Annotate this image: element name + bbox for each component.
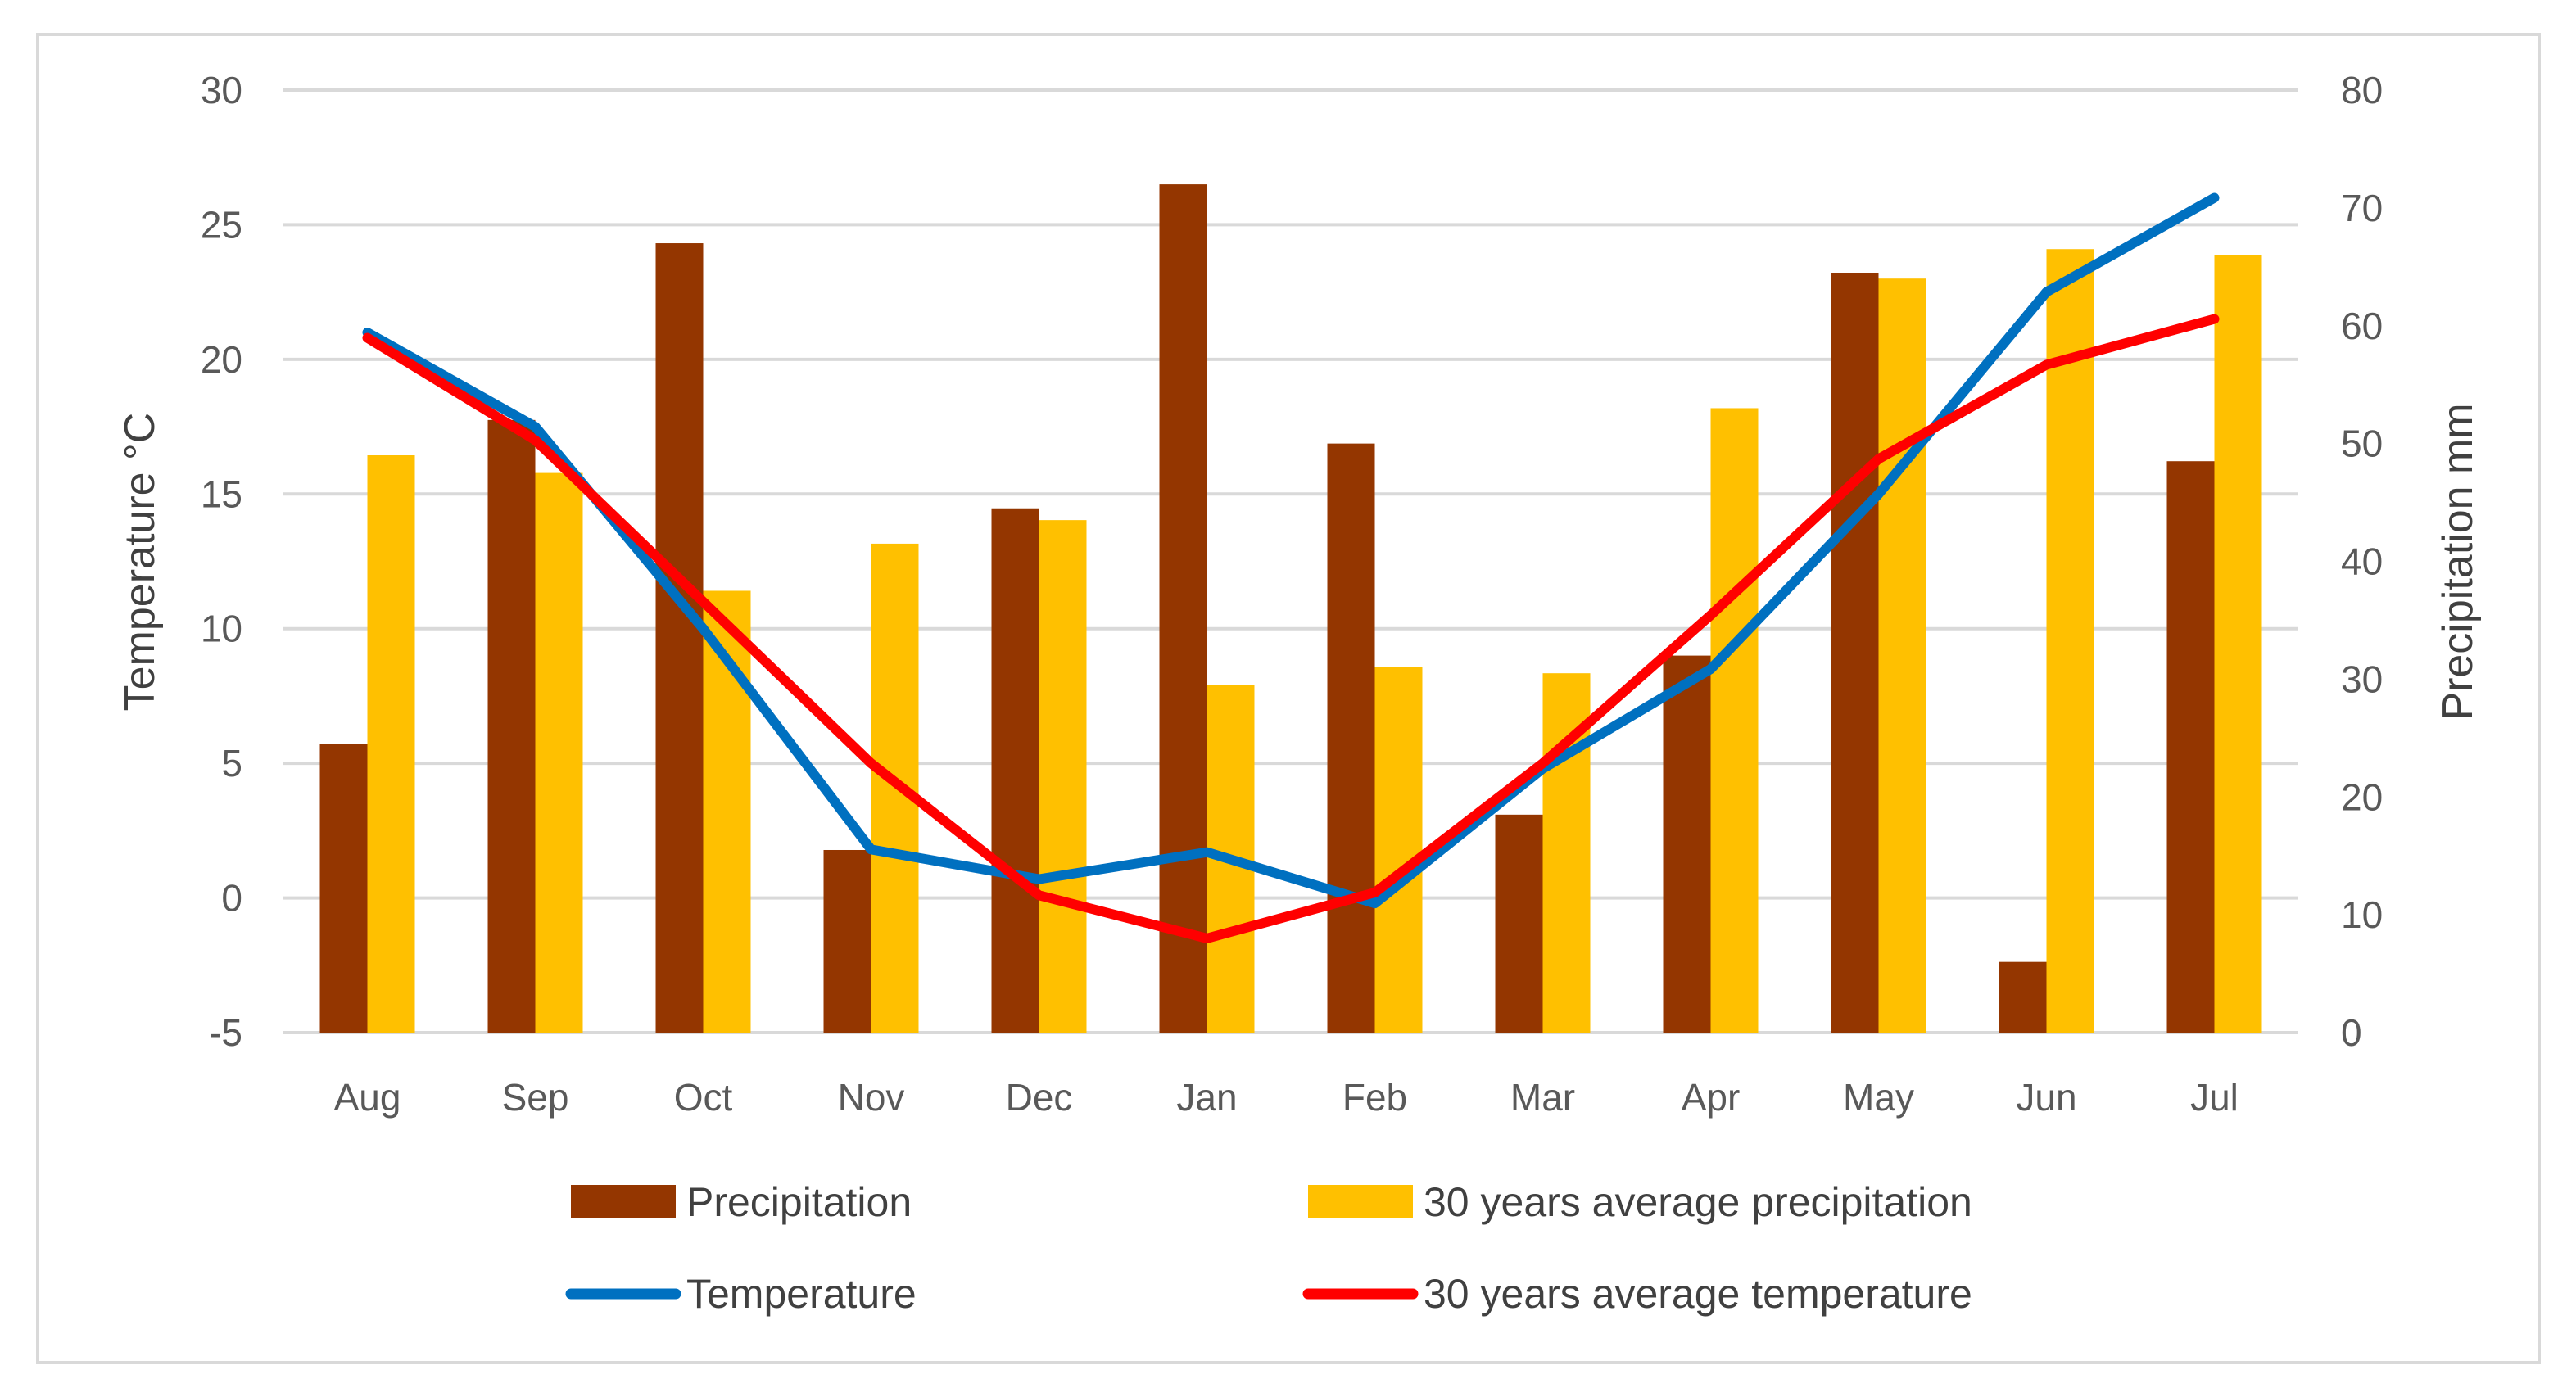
x-tick-label: Apr [1682,1076,1741,1119]
x-tick-label: Mar [1510,1076,1575,1119]
left-tick-label: 20 [201,338,242,381]
legend-swatch-avg-precipitation [1308,1185,1413,1218]
lines-layer [362,192,2220,943]
bar-precipitation [2166,461,2215,1033]
left-tick-label: 15 [201,472,242,515]
x-axis-ticks: Aug Sep Oct Nov Dec Jan Feb Mar Apr May Jun Jul [334,1076,2239,1119]
chart-frame [36,33,2541,1364]
x-tick-label: May [1843,1076,1914,1119]
bar-avg-precipitation [2046,249,2094,1033]
legend: Precipitation 30 years average precipita… [565,1179,1972,1317]
legend-item-avg-temperature: 30 years average temperature [1302,1271,1972,1317]
gridlines [283,88,2298,1034]
legend-label-temperature: Temperature [686,1271,917,1317]
x-tick-label: Dec [1006,1076,1073,1119]
bar-avg-precipitation [1710,408,1759,1033]
bar-precipitation [1327,443,1375,1033]
bar-precipitation [1159,184,1207,1033]
x-tick-label: Nov [838,1076,905,1119]
bar-avg-precipitation [367,455,415,1033]
bar-avg-precipitation [1878,278,1926,1033]
right-tick-label: 0 [2341,1011,2362,1054]
right-tick-label: 60 [2341,305,2383,347]
legend-label-avg-precipitation: 30 years average precipitation [1424,1179,1972,1225]
x-tick-label: Sep [502,1076,569,1119]
legend-label-avg-temperature: 30 years average temperature [1424,1271,1972,1317]
bar-precipitation [487,419,536,1033]
x-tick-label: Jan [1176,1076,1237,1119]
right-tick-label: 30 [2341,658,2383,700]
right-axis-ticks: 0 10 20 30 40 50 60 70 80 [2341,69,2383,1054]
bar-avg-precipitation [2214,255,2262,1033]
x-tick-label: Aug [334,1076,401,1119]
bar-precipitation [991,508,1039,1033]
right-tick-label: 50 [2341,423,2383,465]
bar-precipitation [319,744,368,1033]
legend-item-avg-precipitation: 30 years average precipitation [1308,1179,1972,1225]
legend-item-temperature: Temperature [565,1271,917,1317]
left-tick-label: 10 [201,608,242,650]
legend-label-precipitation: Precipitation [686,1179,912,1225]
bar-precipitation [1495,814,1543,1033]
left-tick-label: -5 [209,1011,242,1054]
right-tick-label: 10 [2341,893,2383,936]
right-tick-label: 70 [2341,187,2383,229]
bars-layer [319,184,2262,1033]
legend-item-precipitation: Precipitation [571,1179,912,1225]
bar-avg-precipitation [1374,667,1423,1033]
left-axis-title: Temperature °C [116,413,164,712]
bar-avg-precipitation [1039,520,1087,1033]
right-tick-label: 40 [2341,540,2383,583]
bar-precipitation [1999,961,2047,1033]
bar-precipitation [655,243,704,1033]
right-axis-title: Precipitation mm [2434,403,2482,720]
x-tick-label: Jun [2016,1076,2076,1119]
left-tick-label: 5 [221,742,242,784]
x-tick-label: Oct [674,1076,733,1119]
x-tick-label: Jul [2190,1076,2239,1119]
left-tick-label: 30 [201,69,242,111]
bar-precipitation [1831,273,1879,1033]
x-tick-label: Feb [1342,1076,1407,1119]
left-tick-label: 0 [221,877,242,920]
bar-precipitation [1663,655,1711,1033]
left-tick-label: 25 [201,203,242,246]
bar-avg-precipitation [535,472,583,1033]
line-avg-temperature [362,314,2220,943]
line-temperature [362,192,2220,909]
right-tick-label: 80 [2341,69,2383,111]
legend-swatch-precipitation [571,1185,676,1218]
right-tick-label: 20 [2341,775,2383,818]
bar-precipitation [823,849,871,1033]
left-axis-ticks: -5 0 5 10 15 20 25 30 [201,69,242,1054]
